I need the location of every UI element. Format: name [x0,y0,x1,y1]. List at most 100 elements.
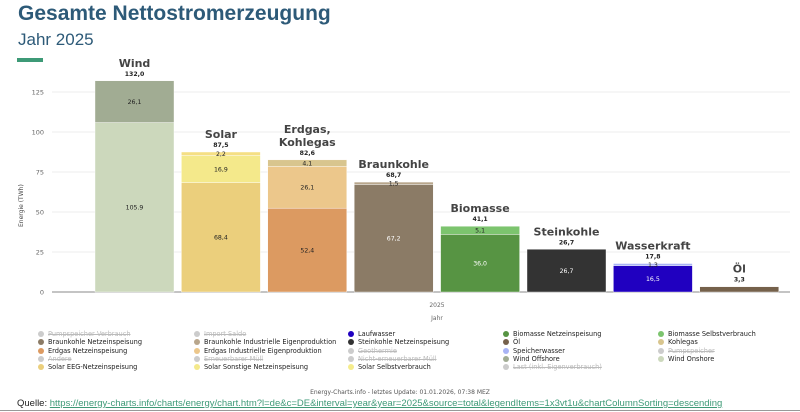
bar-segment [354,181,434,185]
legend-dot-icon [38,331,44,337]
segment-label: 16,9 [214,166,228,173]
source-link[interactable]: https://energy-charts.info/charts/energy… [49,398,723,409]
legend-item[interactable]: Erneuerbarer Müll [194,355,263,363]
bar-segment [181,151,261,156]
legend-item[interactable]: Solar Sonstige Netzeinspeisung [194,363,308,371]
legend-item[interactable]: Biomasse Netzeinspeisung [503,330,601,338]
total-label: 87,5 [213,142,228,149]
y-axis-title: Energie (TWh) [18,184,25,227]
legend-dot-icon [658,347,664,354]
legend-item[interactable]: Öl [503,338,520,346]
bar-segment [354,184,434,293]
divider [0,410,800,411]
legend-label: Steinkohle Netzeinspeisung [358,338,450,347]
legend-item[interactable]: Pumpspeicher [658,347,715,355]
update-info: Energy-Charts.info - letztes Update: 01.… [310,389,490,396]
legend-dot-icon [658,355,664,362]
y-tick-label: 100 [32,129,44,137]
segment-label: 52,4 [300,247,314,254]
total-label: 26,7 [559,239,574,246]
bar-segment [267,207,347,293]
legend-dot-icon [503,364,509,371]
legend-item[interactable]: Braunkohle Netzeinspeisung [38,338,142,346]
total-label: 17,8 [645,254,660,261]
legend-item[interactable]: Last (inkl. Eigenverbrauch) [503,363,602,371]
total-label: 132,0 [125,71,145,78]
legend-dot-icon [194,364,200,371]
legend-label: Andere [48,354,72,363]
legend-label: Wind Onshore [668,354,715,363]
legend-label: Nicht-erneuerbarer Müll [358,354,437,363]
bar-segment [613,263,693,266]
bar-segment [267,166,347,209]
legend-dot-icon [194,331,200,337]
legend-label: Speicherwasser [513,346,565,355]
legend-label: Biomasse Netzeinspeisung [513,330,602,338]
column-title: Solar [205,128,238,141]
legend-dot-icon [658,331,664,337]
segment-label: 67,2 [387,236,401,243]
segment-label: 26,1 [300,185,314,192]
legend-dot-icon [348,355,354,362]
column-title: Erdgas, [284,123,331,136]
bar-segment [613,265,693,293]
segment-label: 26,7 [560,268,574,275]
segment-label: 1,3 [648,262,658,269]
total-label: 3,3 [734,277,745,284]
legend-item[interactable]: Biomasse Selbstverbrauch [658,330,756,338]
title-accent-line [17,58,43,62]
legend-label: Solar Selbstverbrauch [358,363,431,372]
legend-label: Solar EEG-Netzeinspeisung [48,363,138,372]
legend-item[interactable]: Kohlegas [658,338,698,346]
legend-item[interactable]: Speicherwasser [503,347,565,355]
legend-dot-icon [38,339,44,346]
source-line: Quelle: https://energy-charts.info/chart… [17,398,722,409]
page-title: Gesamte Nettostromerzeugung [18,2,331,25]
legend-label: Last (inkl. Eigenverbrauch) [513,363,602,372]
legend-dot-icon [348,364,354,371]
legend-item[interactable]: Erdgas Industrielle Eigenproduktion [194,347,322,355]
legend-label: Geothermie [358,346,397,355]
total-label: 68,7 [386,172,401,179]
source-label: Quelle: [17,398,48,409]
legend-item[interactable]: Laufwasser [348,330,395,338]
column-title: Kohlegas [279,136,336,149]
legend-label: Pumpspeicher [668,346,715,355]
bar-segment [181,182,261,293]
legend-label: Erneuerbarer Müll [204,354,264,363]
legend-item[interactable]: Braunkohle Industrielle Eigenproduktion [194,338,336,346]
legend-item[interactable]: Wind Onshore [658,355,714,363]
legend-label: Pumpspeicher Verbrauch [48,330,131,338]
bar-segment [267,159,347,167]
bar-segment [94,122,175,293]
bar-segment [440,226,520,235]
legend-label: Laufwasser [358,330,396,338]
legend-dot-icon [38,347,44,354]
x-tick-label: 2025 [429,302,444,309]
legend-item[interactable]: Pumpspeicher Verbrauch [38,330,131,338]
legend-item[interactable]: Import Saldo [194,330,246,338]
legend-item[interactable]: Nicht-erneuerbarer Müll [348,355,437,363]
bar-segment [94,80,175,123]
y-tick-label: 125 [32,89,44,97]
legend-item[interactable]: Erdgas Netzeinspeisung [38,347,127,355]
legend-item[interactable]: Solar EEG-Netzeinspeisung [38,363,137,371]
y-tick-label: 0 [40,289,44,297]
bar-segment [526,249,607,293]
legend-item[interactable]: Steinkohle Netzeinspeisung [348,338,449,346]
legend-dot-icon [658,339,664,346]
legend-item[interactable]: Solar Selbstverbrauch [348,363,431,371]
legend-label: Braunkohle Netzeinspeisung [48,338,143,347]
column-title: Öl [733,262,746,276]
legend-item[interactable]: Wind Offshore [503,355,560,363]
legend-dot-icon [194,347,200,354]
bar-segment [181,155,261,183]
legend-item[interactable]: Andere [38,355,72,363]
legend-dot-icon [503,331,509,337]
legend-label: Öl [513,338,521,347]
legend-item[interactable]: Geothermie [348,347,397,355]
legend-label: Solar Sonstige Netzeinspeisung [204,363,309,372]
y-tick-label: 25 [36,249,44,257]
bar-segment [699,286,779,293]
legend-dot-icon [194,339,200,346]
